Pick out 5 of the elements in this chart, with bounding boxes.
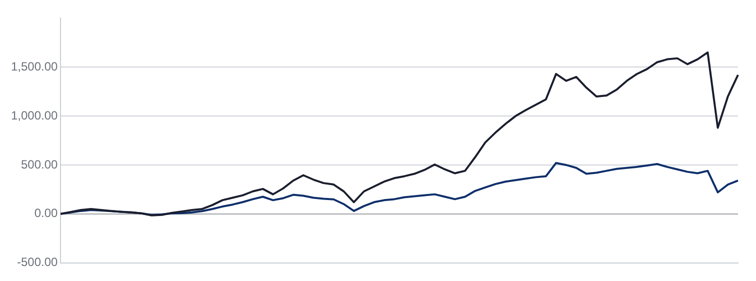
y-tick-label: 500.00 [21, 157, 58, 172]
y-tick-label: 1,500.00 [10, 59, 58, 74]
y-tick-label: -500.00 [17, 255, 58, 270]
y-tick-label: 1,000.00 [10, 108, 58, 122]
y-tick-label: 0.00 [34, 206, 58, 220]
